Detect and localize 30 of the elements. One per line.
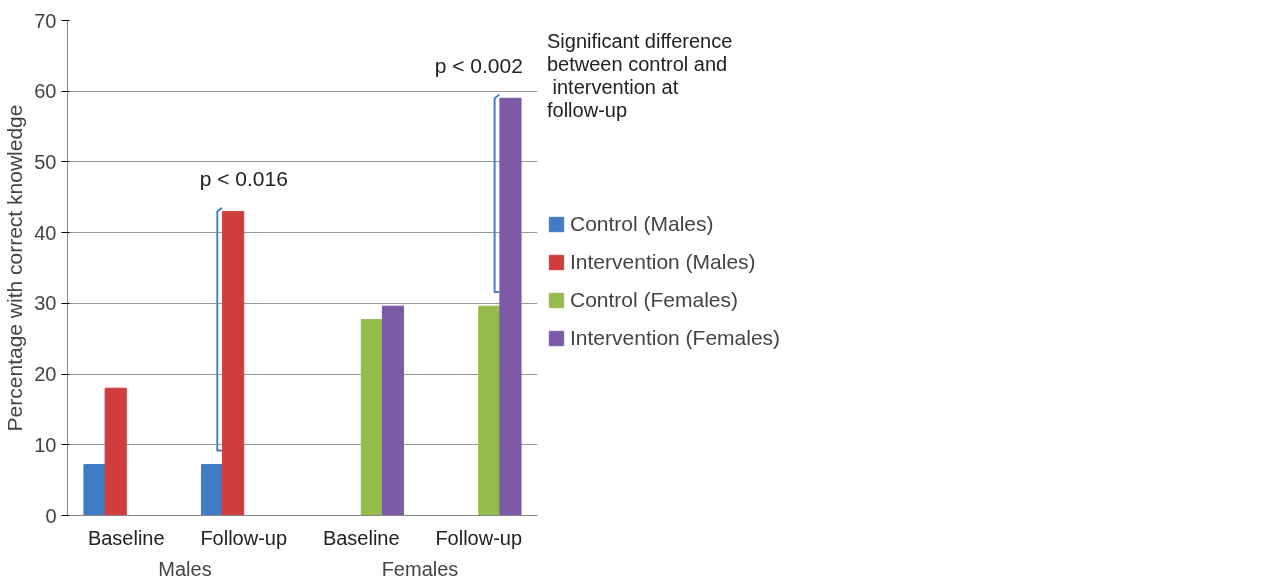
text: Males <box>158 557 212 580</box>
y-tick-label: 10 <box>34 433 57 456</box>
bar <box>222 210 245 516</box>
x-tick-label: Baseline <box>322 526 400 549</box>
legend-label: Intervention (Females) <box>570 326 781 350</box>
legend-label: Intervention (Males) <box>570 250 756 274</box>
legend-label: Control (Males) <box>570 212 714 236</box>
bar <box>381 305 405 516</box>
annotation: p < 0.016 <box>199 167 288 191</box>
text: Significant difference between control and intervention at follow-up <box>547 30 734 122</box>
annotation: p < 0.002 <box>434 54 523 78</box>
y-tick-label: 0 <box>45 504 57 527</box>
bar <box>360 319 383 516</box>
bar <box>478 305 501 516</box>
bar <box>83 464 106 516</box>
y-tick-label: 70 <box>34 9 57 32</box>
x-tick-label: Follow-up <box>435 526 523 549</box>
legend-label: Control (Females) <box>570 288 739 312</box>
bar <box>499 97 522 516</box>
bar <box>200 464 224 516</box>
bar <box>104 387 127 516</box>
y-tick-label: 40 <box>34 221 57 244</box>
y-tick-label: 30 <box>34 292 57 315</box>
y-tick-label: 20 <box>34 363 57 386</box>
y-tick-label: 60 <box>34 80 57 103</box>
text: Females <box>381 557 459 580</box>
x-tick-label: Follow-up <box>200 526 288 549</box>
x-tick-label: Baseline <box>87 526 165 549</box>
y-tick-label: 50 <box>34 150 57 173</box>
y-axis-title: Percentage with correct knowledge <box>3 104 27 432</box>
